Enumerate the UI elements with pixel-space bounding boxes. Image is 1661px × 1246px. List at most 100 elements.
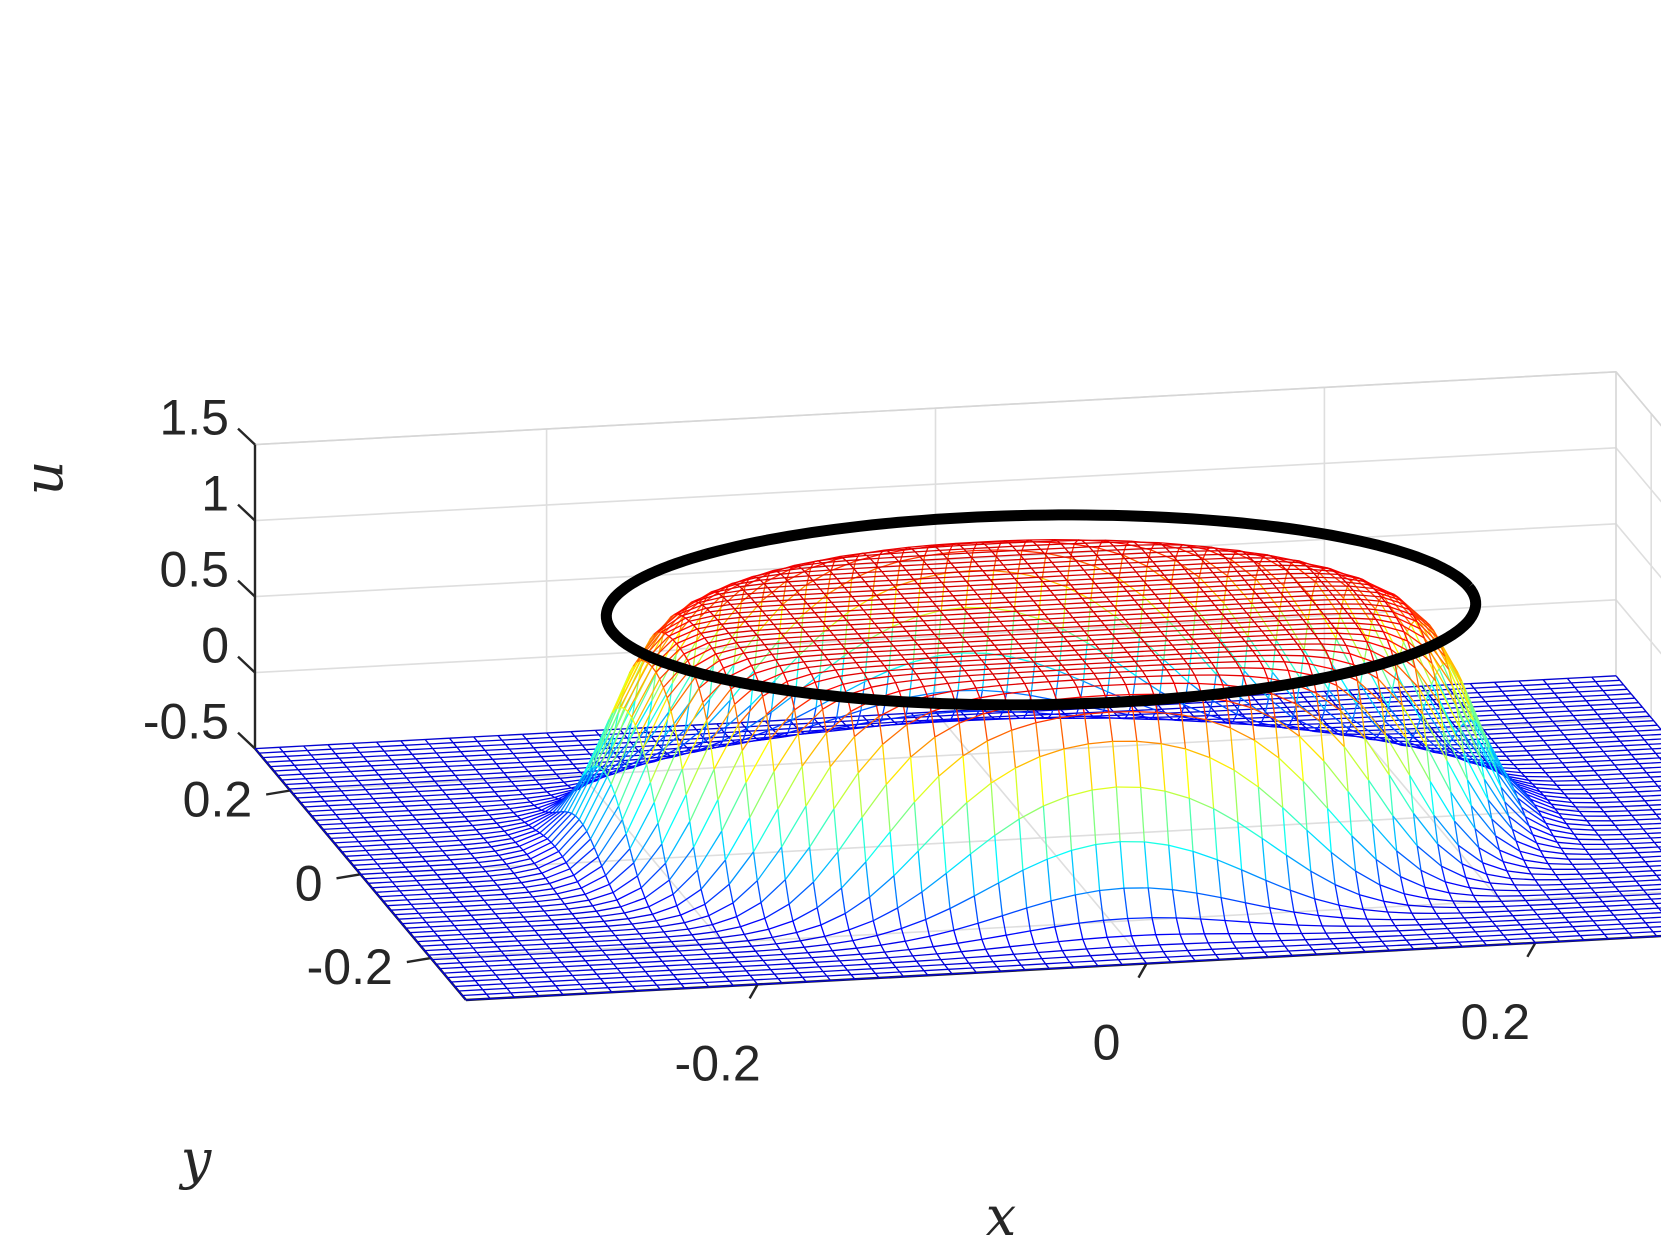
mesh-line xyxy=(844,648,850,654)
mesh-line xyxy=(961,607,967,654)
mesh-line xyxy=(548,765,553,771)
mesh-line xyxy=(653,613,679,635)
mesh-line xyxy=(1635,818,1660,821)
mesh-line xyxy=(389,786,415,789)
mesh-line xyxy=(509,868,515,874)
mesh-line xyxy=(1005,595,1030,599)
mesh-line xyxy=(708,665,715,700)
mesh-line xyxy=(1387,704,1413,708)
mesh-line xyxy=(889,641,894,647)
mesh-line xyxy=(397,856,423,859)
mesh-line xyxy=(1118,581,1124,588)
mesh-line xyxy=(1339,710,1345,747)
mesh-line xyxy=(1540,707,1546,713)
mesh-line xyxy=(316,790,342,793)
mesh-line xyxy=(978,564,1004,567)
mesh-line xyxy=(1030,662,1036,696)
mesh-line xyxy=(534,850,559,864)
mesh-line xyxy=(556,887,582,895)
mesh-line xyxy=(974,710,980,720)
mesh-line xyxy=(571,812,576,817)
mesh-line xyxy=(1606,693,1632,696)
mesh-line xyxy=(408,871,414,877)
mesh-line xyxy=(1123,645,1148,649)
mesh-line xyxy=(1478,847,1504,863)
mesh-line xyxy=(1636,730,1642,736)
mesh-line xyxy=(501,800,507,806)
mesh-line xyxy=(384,810,409,813)
mesh-line xyxy=(1367,622,1373,641)
mesh-line xyxy=(1584,728,1589,735)
mesh-line xyxy=(725,625,750,630)
mesh-line xyxy=(442,788,467,791)
mesh-line xyxy=(573,856,599,876)
mesh-line xyxy=(1291,605,1296,611)
mesh-line xyxy=(303,806,309,812)
mesh-line xyxy=(1495,835,1521,852)
mesh-line xyxy=(627,711,633,718)
mesh-line xyxy=(1021,587,1027,593)
mesh-line xyxy=(444,881,470,885)
mesh-line xyxy=(1260,714,1266,724)
mesh-line xyxy=(1586,761,1591,767)
mesh-line xyxy=(436,751,461,754)
mesh-line xyxy=(362,844,387,847)
mesh-line xyxy=(1039,636,1064,639)
mesh-line xyxy=(901,565,907,571)
mesh-line xyxy=(1092,549,1118,552)
mesh-line xyxy=(429,802,454,806)
mesh-line xyxy=(1511,829,1517,842)
mesh-line xyxy=(1652,870,1657,876)
mesh-line xyxy=(1163,659,1189,683)
mesh-line xyxy=(1631,876,1637,882)
mesh-line xyxy=(977,592,1002,596)
mesh-line xyxy=(891,675,897,683)
mesh-line xyxy=(1438,703,1465,754)
mesh-line xyxy=(432,746,458,750)
mesh-line xyxy=(1241,634,1266,638)
mesh-line xyxy=(1139,574,1165,578)
mesh-line xyxy=(1177,558,1202,562)
mesh-line xyxy=(836,639,842,645)
mesh-line xyxy=(445,792,471,796)
mesh-line xyxy=(1172,643,1197,646)
mesh-line xyxy=(1358,627,1384,633)
mesh-line xyxy=(840,581,866,584)
mesh-line xyxy=(1622,893,1648,897)
mesh-line xyxy=(1347,791,1353,836)
mesh-line xyxy=(531,775,537,781)
mesh-line xyxy=(1034,618,1040,663)
mesh-line xyxy=(530,846,556,860)
mesh-line xyxy=(736,639,761,644)
mesh-line xyxy=(863,608,888,611)
mesh-line xyxy=(1043,640,1068,644)
mesh-line xyxy=(1170,610,1195,614)
mesh-line xyxy=(369,854,374,860)
mesh-line xyxy=(536,751,542,758)
mesh-line xyxy=(633,862,639,877)
mesh-line xyxy=(1195,582,1201,588)
mesh-line xyxy=(915,609,941,613)
mesh-line xyxy=(1592,858,1598,865)
mesh-line xyxy=(371,763,396,767)
mesh-line xyxy=(423,826,449,830)
mesh-line xyxy=(929,568,935,574)
mesh-line xyxy=(1561,762,1567,768)
mesh-line xyxy=(1504,722,1529,725)
mesh-line xyxy=(739,647,745,654)
mesh-line xyxy=(606,723,632,763)
mesh-line xyxy=(1165,607,1171,613)
mesh-line xyxy=(969,585,975,591)
mesh-line xyxy=(1139,576,1145,582)
mesh-line xyxy=(557,744,583,748)
mesh-line xyxy=(1607,875,1633,879)
mesh-line xyxy=(1625,717,1630,723)
mesh-line xyxy=(1279,592,1285,598)
mesh-line xyxy=(1339,603,1345,610)
mesh-line xyxy=(1534,757,1559,761)
mesh-line xyxy=(1164,635,1169,642)
mesh-line xyxy=(1527,866,1552,870)
mesh-line xyxy=(343,821,368,825)
mesh-line xyxy=(1616,796,1622,803)
mesh-line xyxy=(1008,601,1014,608)
